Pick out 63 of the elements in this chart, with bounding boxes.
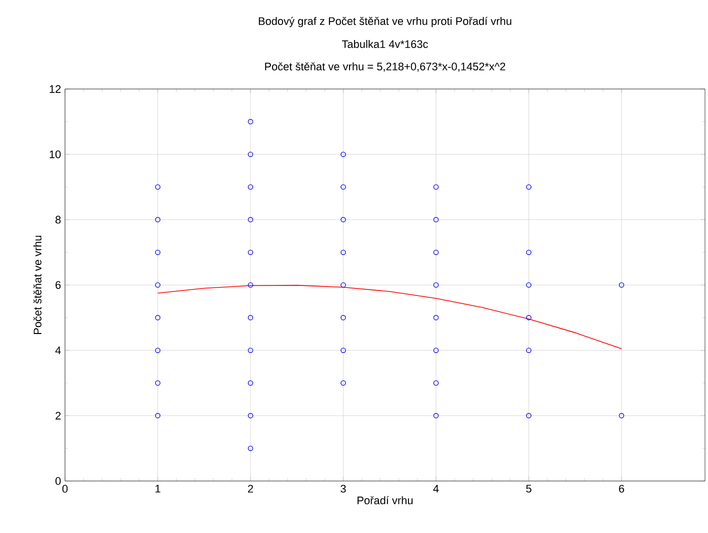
point: [248, 413, 254, 418]
point: [526, 348, 532, 353]
point: [433, 348, 439, 353]
x-tick-label: 0: [62, 484, 68, 493]
point: [155, 315, 160, 320]
point: [155, 413, 160, 418]
point: [433, 184, 439, 190]
point: [155, 348, 160, 353]
point: [248, 119, 254, 124]
text: Počet štěňat ve vrhu = 5,218+0,673*x-0,1452*x^2: [265, 62, 506, 72]
x-tick-label: 5: [526, 484, 532, 492]
point: [248, 184, 254, 190]
point: [248, 282, 254, 288]
y-tick-label: 2: [56, 412, 61, 420]
point: [526, 184, 532, 190]
point: [433, 250, 439, 255]
point: [340, 282, 346, 288]
x-tick-label: 4: [433, 484, 439, 492]
y-tick-label: 12: [50, 85, 61, 93]
point: [618, 413, 624, 418]
point: [433, 413, 439, 418]
x-tick-label: 1: [156, 484, 160, 492]
chart-subtitle: Tabulka1 4v*163c: [342, 40, 428, 48]
point: [248, 152, 254, 157]
point: [155, 380, 160, 386]
point: [433, 217, 439, 222]
point: [433, 315, 439, 320]
point: [248, 217, 254, 222]
y-tick-label: 8: [56, 216, 61, 224]
line-series: [157, 284, 622, 350]
point: [155, 184, 160, 190]
point: [248, 315, 254, 320]
point: [155, 217, 160, 222]
y-tick-label: 6: [56, 281, 61, 289]
point: [155, 282, 160, 288]
point: [340, 152, 346, 157]
x-tick-label: 2: [248, 484, 254, 493]
point: [248, 348, 254, 353]
y-tick-label: 10: [50, 150, 61, 158]
point: [248, 446, 254, 451]
point: [248, 380, 254, 386]
point: [155, 250, 160, 255]
point: [433, 282, 439, 288]
point: [340, 217, 346, 222]
y-tick-label: 0: [55, 477, 61, 485]
point: [340, 315, 346, 320]
point: [340, 348, 346, 353]
point: [340, 184, 346, 190]
point: [618, 282, 624, 288]
x-tick-label: 6: [619, 484, 624, 493]
point: [340, 250, 346, 255]
point: [248, 250, 254, 255]
y-tick-label: 4: [55, 346, 61, 354]
x-axis-title: Pořadí vrhu: [358, 496, 413, 504]
point: [433, 380, 439, 386]
point: [526, 413, 532, 418]
chart-title: Bodový graf z Počet štěňat ve vrhu proti Pořadí vrhu: [258, 16, 512, 28]
x-tick-label: 3: [340, 484, 346, 493]
point: [526, 250, 532, 255]
point: [526, 315, 532, 320]
y-axis-title: Počet štěňat ve vrhu: [33, 236, 42, 334]
point: [340, 380, 346, 386]
point: [526, 282, 532, 288]
